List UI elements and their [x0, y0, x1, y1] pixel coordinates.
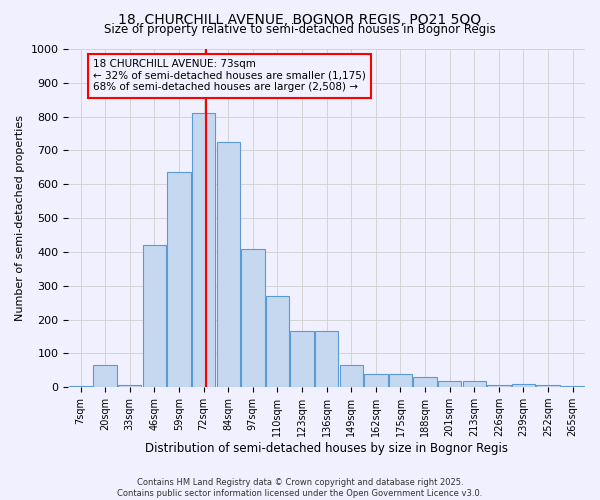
Text: 18 CHURCHILL AVENUE: 73sqm
← 32% of semi-detached houses are smaller (1,175)
68%: 18 CHURCHILL AVENUE: 73sqm ← 32% of semi…: [93, 59, 366, 92]
Bar: [94, 365, 117, 387]
Bar: [487, 384, 511, 387]
Bar: [315, 332, 338, 387]
Bar: [340, 365, 363, 387]
Bar: [118, 384, 142, 387]
Bar: [192, 114, 215, 387]
Text: Size of property relative to semi-detached houses in Bognor Regis: Size of property relative to semi-detach…: [104, 22, 496, 36]
Bar: [536, 384, 560, 387]
Bar: [241, 249, 265, 387]
Bar: [69, 386, 92, 387]
Bar: [364, 374, 388, 387]
Y-axis label: Number of semi-detached properties: Number of semi-detached properties: [15, 115, 25, 321]
Bar: [217, 142, 240, 387]
Bar: [438, 382, 461, 387]
Text: Contains HM Land Registry data © Crown copyright and database right 2025.
Contai: Contains HM Land Registry data © Crown c…: [118, 478, 482, 498]
Bar: [266, 296, 289, 387]
Bar: [512, 384, 535, 387]
Bar: [143, 245, 166, 387]
Bar: [290, 332, 314, 387]
Bar: [389, 374, 412, 387]
X-axis label: Distribution of semi-detached houses by size in Bognor Regis: Distribution of semi-detached houses by …: [145, 442, 508, 455]
Bar: [413, 377, 437, 387]
Bar: [167, 172, 191, 387]
Bar: [463, 382, 486, 387]
Bar: [561, 386, 584, 387]
Text: 18, CHURCHILL AVENUE, BOGNOR REGIS, PO21 5QQ: 18, CHURCHILL AVENUE, BOGNOR REGIS, PO21…: [118, 12, 482, 26]
